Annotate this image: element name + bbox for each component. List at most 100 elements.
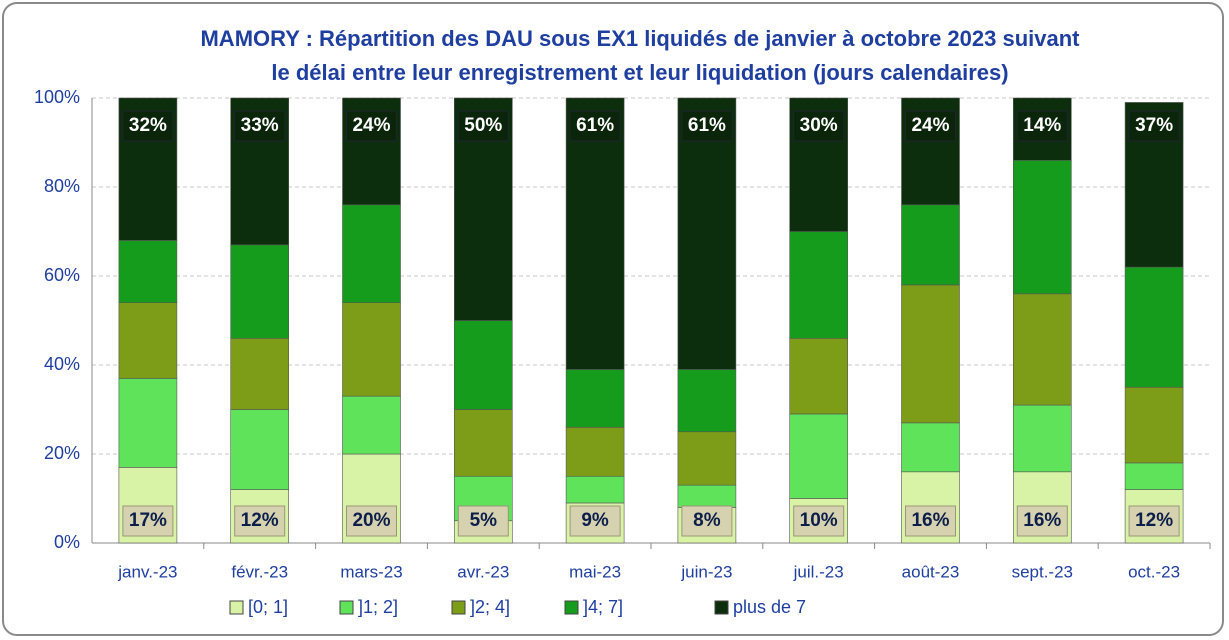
x-tick-label: mai-23 [569,562,621,581]
x-tick-label: août-23 [902,562,960,581]
data-label: 16% [911,510,949,531]
data-label: 12% [1135,510,1173,531]
data-label: 8% [693,510,721,531]
legend-label: ]2; 4] [470,597,510,617]
y-tick-label: 60% [44,265,80,285]
bar-segment [230,337,289,410]
x-tick-label: oct.-23 [1128,562,1180,581]
data-label: 24% [911,115,949,136]
bar-segment [565,369,625,428]
data-label: 50% [464,115,502,136]
bar-segment [453,409,513,477]
data-label: 14% [1023,115,1061,136]
data-label: 37% [1135,115,1173,136]
x-tick-label: févr.-23 [231,562,288,581]
data-label: 10% [800,510,838,531]
x-tick-label: juil.-23 [793,562,844,581]
bar-segment [118,302,178,379]
data-label-box [234,505,286,537]
data-label-box [1128,505,1180,537]
data-label-box [457,110,509,142]
data-label-box [457,505,509,537]
data-label: 16% [1023,510,1061,531]
data-label: 32% [129,115,167,136]
bar-segment [677,484,737,508]
bar-segment [677,431,737,486]
chart-subtitle: le délai entre leur enregistrement et le… [271,60,1008,85]
legend-swatch [339,600,354,615]
data-label-box [122,505,174,537]
data-label: 5% [470,510,498,531]
data-label-box [905,110,956,142]
x-tick-label: sept.-23 [1012,562,1073,581]
bar-segment [453,320,513,410]
bar-segment [230,244,289,339]
y-tick-label: 0% [54,532,80,552]
bar-segment [565,475,625,504]
data-label: 61% [688,115,726,136]
legend-swatch [564,600,579,615]
bar-segment [1124,462,1184,490]
bar-segment [118,240,178,303]
bar-segment [342,395,401,455]
bar-segment [118,378,178,468]
bar-segment [1012,293,1072,406]
bar-segment [1012,404,1072,473]
data-label-box [234,110,286,142]
data-label: 20% [352,510,390,531]
legend-label: ]1; 2] [358,597,398,617]
data-label: 61% [576,115,614,136]
bar-segment [342,204,401,304]
legend-label: [0; 1] [248,597,288,617]
y-tick-label: 80% [44,176,80,196]
legend-label: plus de 7 [733,597,806,617]
x-tick-label: janv.-23 [117,562,177,581]
data-label: 17% [129,510,167,531]
data-label-box [793,110,845,142]
data-label-box [569,505,621,537]
bar-segment [789,231,849,339]
data-label-box [346,110,397,142]
x-tick-label: juin-23 [680,562,732,581]
bar-segment [789,413,849,499]
legend-swatch [229,600,244,615]
data-label: 30% [800,115,838,136]
bar-segment [1124,266,1184,388]
data-label: 9% [581,510,609,531]
data-label-box [346,505,397,537]
x-tick-label: avr.-23 [457,562,509,581]
data-label-box [1016,505,1068,537]
y-tick-label: 20% [44,443,80,463]
data-label: 24% [352,115,390,136]
bar-segment [677,369,737,433]
y-tick-label: 100% [34,87,80,107]
bar-segment [789,337,849,415]
data-label-box [1128,110,1180,142]
bar-segment [230,409,289,490]
bar-segment [1012,160,1072,295]
y-tick-label: 40% [44,354,80,374]
legend-swatch [714,600,729,615]
legend-swatch [451,600,466,615]
bar-segment [565,426,625,477]
bar-segment [342,302,401,397]
data-label-box [122,110,174,142]
data-label: 12% [241,510,279,531]
data-label-box [905,505,956,537]
data-label-box [793,505,845,537]
legend-label: ]4; 7] [583,597,623,617]
bar-segment [901,204,960,286]
bar-segment [677,97,737,370]
chart-title: MAMORY : Répartition des DAU sous EX1 li… [200,26,1080,51]
x-tick-label: mars-23 [340,562,402,581]
data-label-box [681,505,733,537]
bar-segment [901,422,960,473]
bar-segment [901,284,960,424]
data-label-box [1016,110,1068,142]
bar-segment [1124,386,1184,464]
data-label: 33% [241,115,279,136]
data-label-box [569,110,621,142]
bar-segment [565,97,625,370]
data-label-box [681,110,733,142]
